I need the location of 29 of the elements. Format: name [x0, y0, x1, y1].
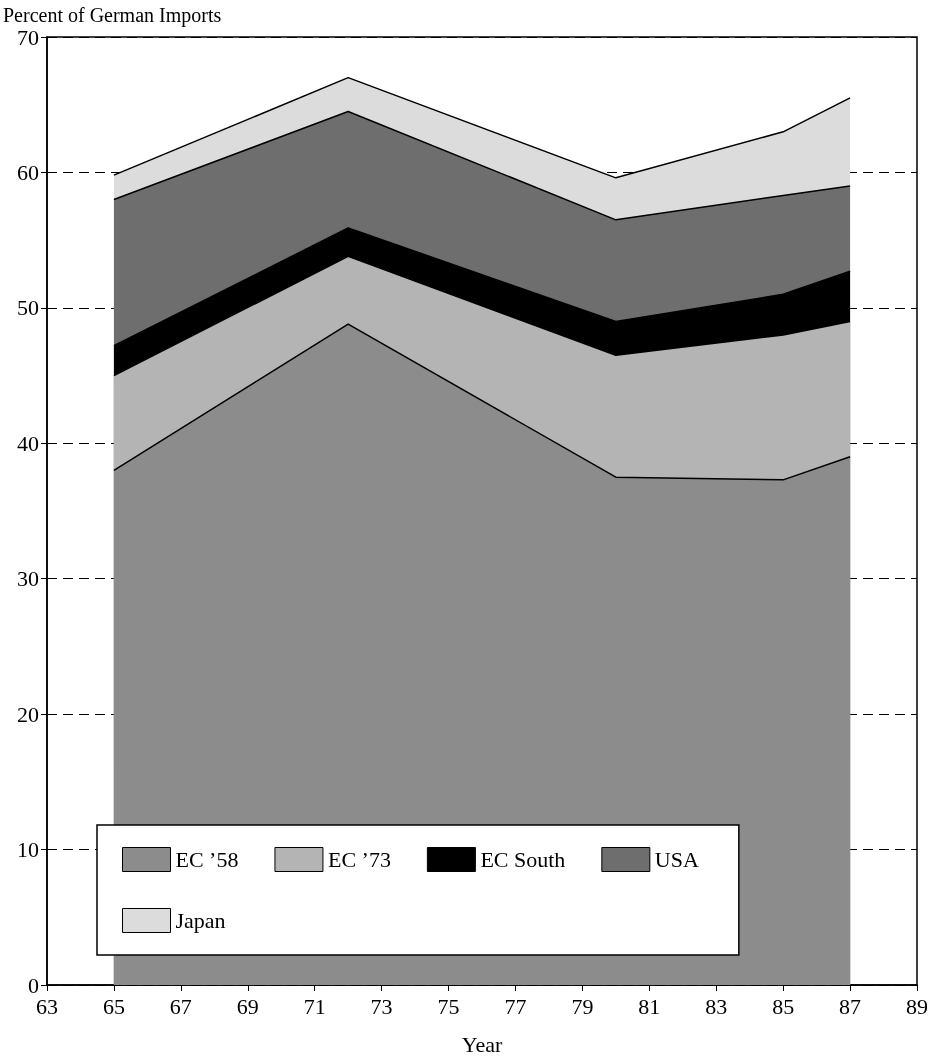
x-tick-label: 63 — [36, 993, 58, 1019]
y-tick-label: 50 — [17, 295, 39, 321]
x-tick-label: 65 — [102, 993, 125, 1019]
x-tick-label: 83 — [705, 993, 728, 1019]
legend-label: Japan — [175, 908, 226, 933]
legend-label: USA — [654, 847, 699, 872]
x-tick-label: 71 — [303, 993, 326, 1019]
x-tick-label: 75 — [437, 993, 460, 1019]
x-tick-label: 69 — [236, 993, 259, 1019]
x-tick-label: 67 — [169, 993, 192, 1019]
x-tick-label: 73 — [370, 993, 393, 1019]
y-tick-label: 60 — [17, 159, 39, 185]
x-tick-label: 85 — [772, 993, 795, 1019]
y-axis-title: Percent of German Imports — [3, 4, 222, 27]
y-tick-label: 30 — [17, 566, 39, 592]
x-tick-label: 89 — [906, 993, 928, 1019]
y-tick-label: 40 — [17, 430, 39, 456]
x-tick-label: 79 — [571, 993, 594, 1019]
y-tick-label: 10 — [17, 837, 39, 863]
y-tick-label: 70 — [17, 24, 39, 50]
legend-label: EC ’73 — [327, 847, 391, 872]
x-tick-label: 81 — [638, 993, 661, 1019]
y-tick-label: 0 — [28, 972, 39, 998]
x-axis-title: Year — [461, 1031, 503, 1057]
y-tick-label: 20 — [17, 701, 39, 727]
legend-label: EC ’58 — [175, 847, 239, 872]
x-tick-label: 87 — [839, 993, 862, 1019]
x-tick-label: 77 — [504, 993, 527, 1019]
legend-label: EC South — [480, 847, 566, 872]
